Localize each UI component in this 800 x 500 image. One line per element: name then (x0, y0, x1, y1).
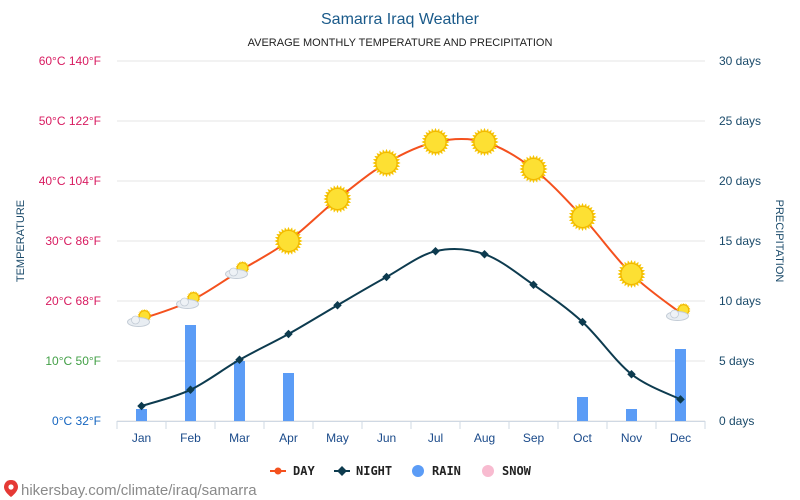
month-tick-label: Oct (573, 431, 592, 445)
grid-lines (117, 60, 705, 422)
legend-item-rain[interactable]: RAIN (412, 464, 461, 478)
cloud-puff (670, 309, 679, 319)
night-point (578, 317, 587, 327)
temperature-tick-label: 0°C 32°F (52, 414, 101, 428)
precipitation-tick-label: 0 days (719, 414, 754, 428)
legend-snow-label: SNOW (502, 464, 532, 478)
precipitation-axis: 0 days 5 days 10 days 15 days 20 days 25 days… (719, 54, 761, 428)
precipitation-tick-label: 25 days (719, 114, 761, 128)
month-tick-label: Aug (474, 431, 495, 445)
month-tick-label: Dec (670, 431, 691, 445)
legend-day-label: DAY (293, 464, 315, 478)
rain-bar (136, 409, 147, 421)
precipitation-tick-label: 5 days (719, 354, 754, 368)
precipitation-tick-label: 30 days (719, 54, 761, 68)
precipitation-tick-label: 15 days (719, 234, 761, 248)
precipitation-tick-label: 10 days (719, 294, 761, 308)
night-point (137, 401, 146, 411)
sun-disc (277, 230, 300, 252)
legend-night-label: NIGHT (356, 464, 392, 478)
temperature-lines (137, 138, 685, 411)
legend-item-snow[interactable]: SNOW (482, 464, 532, 478)
temperature-tick-label: 50°C 122°F (39, 114, 101, 128)
night-point (529, 280, 538, 290)
source-link[interactable]: hikersbay.com/climate/iraq/samarra (4, 480, 257, 499)
month-tick-label: Jul (428, 431, 443, 445)
sun-disc (620, 263, 643, 285)
night-point (431, 246, 440, 256)
month-tick-label: Apr (279, 431, 298, 445)
cloud-puff (229, 267, 238, 277)
temperature-axis: 0°C 32°F 10°C 50°F 20°C 68°F 30°C 86°F 40°C … (39, 54, 101, 428)
night-point (382, 272, 391, 282)
temperature-tick-label: 10°C 50°F (45, 354, 101, 368)
sun-icon (274, 226, 303, 256)
month-tick-label: Jan (132, 431, 151, 445)
month-axis: Jan Feb Mar Apr May Jun Jul Aug Sep Oct Nov Dec (116, 421, 706, 445)
sun-icon (421, 127, 450, 157)
night-point (284, 329, 293, 339)
temperature-axis-label: TEMPERATURE (15, 200, 27, 282)
night-point (627, 369, 636, 379)
precipitation-tick-label: 20 days (719, 174, 761, 188)
sun-disc (375, 152, 398, 174)
rain-bar (185, 325, 196, 421)
legend: DAY NIGHT RAIN SNOW (270, 464, 532, 478)
legend-snow-marker (482, 465, 494, 477)
sun-disc (326, 188, 349, 210)
month-tick-label: May (326, 431, 349, 445)
partly-cloudy-icon (176, 290, 201, 309)
night-point (676, 395, 685, 404)
rain-bar (675, 349, 686, 421)
cloud-puff (180, 297, 189, 307)
month-tick-label: Jun (377, 431, 396, 445)
sun-disc (522, 158, 545, 180)
month-tick-label: Feb (180, 431, 201, 445)
partly-cloudy-icon (225, 260, 250, 279)
night-point (480, 249, 489, 259)
sun-icon (470, 127, 499, 157)
night-point (235, 355, 244, 365)
legend-rain-marker (412, 465, 424, 477)
cloud-puff (131, 315, 140, 325)
chart-subtitle: AVERAGE MONTHLY TEMPERATURE AND PRECIPIT… (248, 37, 553, 49)
sun-icon (519, 154, 548, 184)
month-tick-label: Nov (621, 431, 642, 445)
precipitation-axis-label: PRECIPITATION (773, 200, 785, 283)
temperature-tick-label: 60°C 140°F (39, 54, 101, 68)
location-pin-icon (4, 480, 18, 497)
night-point (333, 300, 342, 310)
legend-item-night[interactable]: NIGHT (334, 464, 392, 478)
rain-bar (283, 373, 294, 421)
weather-icons (127, 127, 691, 327)
sun-icon (617, 259, 646, 289)
legend-item-day[interactable]: DAY (270, 464, 315, 478)
sun-disc (424, 131, 447, 153)
sun-icon (372, 148, 401, 178)
legend-night-marker (337, 466, 347, 476)
legend-rain-label: RAIN (432, 464, 461, 478)
legend-day-marker (274, 467, 282, 475)
temperature-tick-label: 30°C 86°F (45, 234, 101, 248)
source-text: hikersbay.com/climate/iraq/samarra (21, 482, 257, 499)
day-temperature-line (141, 138, 682, 320)
sun-icon (323, 184, 352, 214)
partly-cloudy-icon (666, 302, 691, 321)
sun-disc (473, 131, 496, 153)
night-temperature-line (141, 248, 681, 407)
month-tick-label: Mar (229, 431, 250, 445)
night-point (186, 385, 195, 395)
sun-disc (571, 206, 594, 228)
partly-cloudy-icon (127, 308, 152, 327)
temperature-tick-label: 20°C 68°F (45, 294, 101, 308)
chart-title: Samarra Iraq Weather (321, 11, 480, 28)
sun-icon (568, 202, 597, 232)
month-tick-label: Sep (523, 431, 545, 445)
rain-bars (136, 325, 686, 421)
rain-bar (234, 361, 245, 421)
rain-bar (626, 409, 637, 421)
rain-bar (577, 397, 588, 421)
temperature-tick-label: 40°C 104°F (39, 174, 101, 188)
